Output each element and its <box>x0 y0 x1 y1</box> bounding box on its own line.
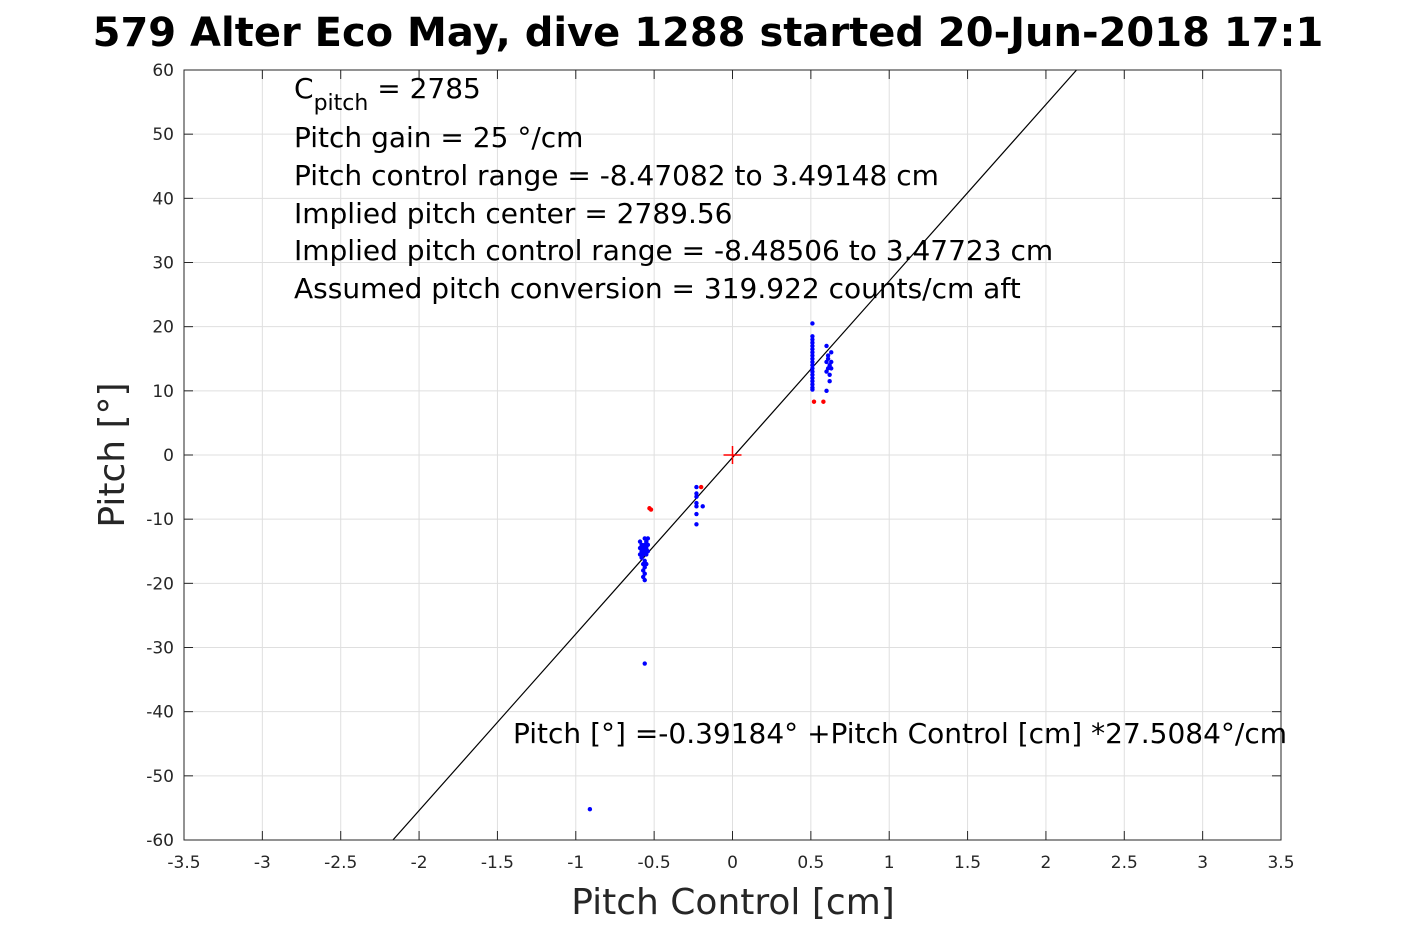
data-point-blue <box>810 343 815 349</box>
data-point-blue <box>824 388 829 394</box>
data-point-blue <box>827 372 832 377</box>
y-tick-label: -40 <box>146 703 174 723</box>
data-point-blue <box>810 353 815 358</box>
x-tick-label: 0 <box>727 853 738 873</box>
pitch-control-range-annotation: Pitch control range = -8.47082 to 3.4914… <box>294 159 939 192</box>
data-point-blue <box>810 387 815 392</box>
data-point-blue <box>824 343 829 349</box>
y-tick-label: -10 <box>146 510 174 530</box>
data-point-blue <box>694 504 699 509</box>
data-point-blue <box>827 379 832 384</box>
data-point-blue <box>642 577 647 583</box>
data-point-blue <box>810 334 815 339</box>
y-tick-label: 10 <box>152 382 174 402</box>
data-point-blue <box>810 382 815 387</box>
data-point-blue <box>829 366 834 371</box>
x-axis-ticks: -3.5 -3 -2.5 -2 -1.5 -1 -0.5 0 0.5 1 1.5 2 2.5 3 3.5 <box>167 70 1295 873</box>
x-tick-label: 3.5 <box>1267 853 1294 873</box>
x-tick-label: -3.5 <box>167 853 200 873</box>
y-tick-label: -60 <box>146 831 174 851</box>
y-tick-label: -50 <box>146 767 174 787</box>
data-point-blue <box>645 542 651 548</box>
x-tick-label: 2 <box>1041 853 1052 873</box>
y-tick-label: 20 <box>152 318 174 338</box>
data-point-blue <box>810 321 815 326</box>
center-marker <box>723 446 742 464</box>
y-tick-label: -20 <box>146 574 174 594</box>
data-point-blue <box>829 359 834 365</box>
x-tick-label: -2 <box>411 853 428 873</box>
data-point-red <box>647 506 652 511</box>
y-tick-label: 40 <box>152 189 174 209</box>
data-point-blue <box>694 500 699 506</box>
data-point-blue <box>645 549 651 554</box>
data-point-blue <box>694 522 699 527</box>
data-point-blue <box>700 504 705 509</box>
data-point-blue <box>810 340 815 345</box>
data-point-blue <box>694 484 699 490</box>
x-tick-label: 3 <box>1197 853 1208 873</box>
y-tick-label: 60 <box>152 61 174 81</box>
y-tick-label: 0 <box>163 446 174 466</box>
data-point-blue <box>810 356 815 361</box>
data-point-blue <box>810 366 815 371</box>
data-point-red <box>821 399 826 404</box>
data-point-red <box>811 399 817 404</box>
implied-center-annotation: Implied pitch center = 2789.56 <box>294 197 732 230</box>
cpitch-value: = 2785 <box>368 72 481 105</box>
x-tick-label: -1.5 <box>481 853 514 873</box>
data-point-blue <box>642 661 647 666</box>
data-point-blue <box>694 491 699 496</box>
data-point-blue <box>824 369 829 374</box>
x-tick-label: -1 <box>567 853 584 873</box>
data-point-blue <box>587 807 593 812</box>
pitch-gain-annotation: Pitch gain = 25 °/cm <box>294 121 583 154</box>
data-points <box>587 321 834 812</box>
data-point-blue <box>810 379 815 384</box>
y-axis-ticks: 60 50 40 30 20 10 0 -10 -20 -30 -40 -50 -60 <box>146 61 1281 851</box>
y-axis-label: Pitch [°] <box>92 382 133 527</box>
data-point-blue <box>810 359 815 365</box>
data-point-blue <box>810 362 815 368</box>
data-point-blue <box>642 571 647 576</box>
y-tick-label: 50 <box>152 125 174 145</box>
x-tick-label: -2.5 <box>324 853 357 873</box>
cpitch-annotation: Cpitch = 2785 <box>294 72 481 116</box>
data-point-blue <box>824 359 829 365</box>
data-point-blue <box>810 372 815 377</box>
data-point-blue <box>810 375 815 381</box>
assumed-conversion-annotation: Assumed pitch conversion = 319.922 count… <box>294 272 1021 305</box>
data-point-blue <box>810 337 815 342</box>
data-point-blue <box>645 536 651 541</box>
x-tick-label: 0.5 <box>797 853 824 873</box>
cpitch-subscript: pitch <box>314 91 369 116</box>
data-point-blue <box>810 346 815 352</box>
y-tick-label: 30 <box>152 254 174 274</box>
data-point-blue <box>810 369 815 374</box>
x-tick-label: 1 <box>884 853 895 873</box>
x-tick-label: 2.5 <box>1111 853 1138 873</box>
x-tick-label: -3 <box>254 853 271 873</box>
implied-range-annotation: Implied pitch control range = -8.48506 t… <box>294 234 1053 267</box>
x-axis-label: Pitch Control [cm] <box>571 882 895 923</box>
data-point-blue <box>644 561 649 567</box>
data-point-red <box>698 484 704 490</box>
x-tick-label: 1.5 <box>954 853 981 873</box>
cpitch-base: C <box>294 72 314 105</box>
data-point-blue <box>829 350 834 355</box>
data-point-blue <box>810 350 815 355</box>
y-tick-label: -30 <box>146 639 174 659</box>
data-point-blue <box>694 511 699 517</box>
fit-equation-annotation: Pitch [°] =-0.39184° +Pitch Control [cm]… <box>513 717 1287 750</box>
x-tick-label: -0.5 <box>638 853 671 873</box>
data-point-blue <box>694 494 699 499</box>
chart-title: 579 Alter Eco May, dive 1288 started 20-… <box>93 10 1324 56</box>
data-point-blue <box>825 353 831 358</box>
